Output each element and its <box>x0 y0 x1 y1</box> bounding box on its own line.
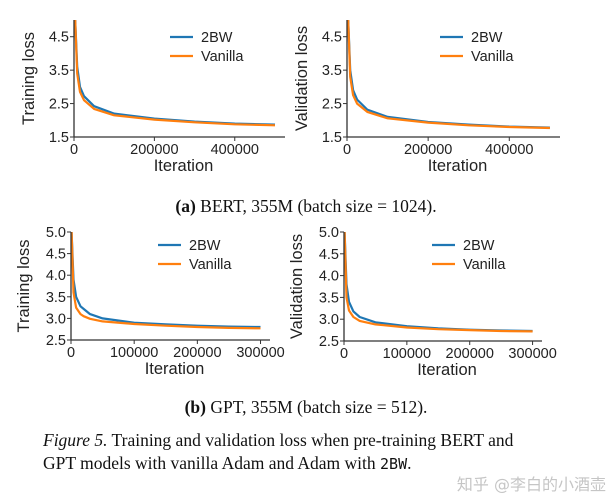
x-tick-label: 400000 <box>211 142 259 158</box>
caption-code: 2BW <box>380 455 408 473</box>
subcaption-a-text: BERT, 355M (batch size = 1024). <box>195 196 437 216</box>
y-tick-label: 5.0 <box>46 225 66 241</box>
x-axis-label: Iteration <box>428 157 488 175</box>
x-tick-label: 400000 <box>485 142 533 158</box>
y-axis-label: Training loss <box>15 240 33 333</box>
legend-label-vanilla: Vanilla <box>189 257 232 273</box>
caption-end: . <box>407 453 412 473</box>
y-tick-label: 2.5 <box>49 97 69 113</box>
series-line-vanilla <box>70 231 261 330</box>
x-tick-label: 300000 <box>236 345 284 361</box>
x-axis-label: Iteration <box>417 361 477 379</box>
series-line-vanilla <box>347 19 550 130</box>
legend-label-2bw: 2BW <box>189 238 221 254</box>
y-tick-label: 3.0 <box>319 312 339 328</box>
y-tick-label: 3.0 <box>46 311 66 327</box>
watermark: 知乎 @李白的小酒壶 <box>456 475 606 494</box>
subcaption-a: (a) BERT, 355M (batch size = 1024). <box>0 196 612 217</box>
y-tick-label: 3.5 <box>319 290 339 306</box>
series-line-2bw <box>343 231 533 333</box>
y-tick-label: 3.5 <box>49 63 69 79</box>
figure-caption-line2: GPT models with vanilla Adam and Adam wi… <box>43 453 411 474</box>
legend-label-2bw: 2BW <box>201 30 233 46</box>
y-tick-label: 4.5 <box>46 247 66 263</box>
y-tick-label: 3.5 <box>322 63 342 79</box>
figure-label: Figure 5. <box>43 430 108 450</box>
series-line-2bw <box>70 231 261 329</box>
x-tick-label: 300000 <box>508 346 556 362</box>
x-tick-label: 200000 <box>446 346 494 362</box>
caption-text-1: Training and validation loss when pre-tr… <box>107 430 514 450</box>
y-tick-label: 1.5 <box>49 130 69 146</box>
y-tick-label: 4.5 <box>319 247 339 263</box>
x-axis-label: Iteration <box>154 157 214 175</box>
y-tick-label: 3.5 <box>46 290 66 306</box>
y-axis-label: Validation loss <box>288 234 306 339</box>
legend-label-2bw: 2BW <box>463 238 495 254</box>
y-axis-label: Training loss <box>20 32 38 125</box>
figure-caption-line1: Figure 5. Training and validation loss w… <box>43 430 513 451</box>
x-tick-label: 100000 <box>110 345 158 361</box>
legend-label-vanilla: Vanilla <box>201 49 244 65</box>
legend-label-2bw: 2BW <box>471 30 503 46</box>
x-tick-label: 0 <box>340 346 348 362</box>
chart-3: 2.5 3.0 3.5 4.0 4.5 5.0 0 100000 200000 300000 Ite… <box>15 225 285 378</box>
y-tick-label: 2.5 <box>319 334 339 350</box>
subcaption-b: (b) GPT, 355M (batch size = 512). <box>0 397 612 418</box>
y-tick-label: 1.5 <box>322 130 342 146</box>
y-tick-label: 4.0 <box>46 268 66 284</box>
y-tick-label: 5.0 <box>319 225 339 241</box>
subcaption-a-label: (a) <box>175 196 196 216</box>
x-tick-label: 0 <box>343 142 351 158</box>
series-line-vanilla <box>74 19 276 127</box>
series-line-vanilla <box>343 231 533 333</box>
x-axis-label: Iteration <box>145 360 205 378</box>
caption-text-2: GPT models with vanilla Adam and Adam wi… <box>43 453 381 473</box>
x-tick-label: 100000 <box>383 346 431 362</box>
legend-label-vanilla: Vanilla <box>471 49 514 65</box>
y-axis-label: Validation loss <box>293 26 311 131</box>
x-tick-label: 200000 <box>404 142 452 158</box>
y-tick-label: 4.5 <box>322 30 342 46</box>
series-line-2bw <box>74 19 276 126</box>
x-tick-label: 0 <box>70 142 78 158</box>
subcaption-b-label: (b) <box>184 397 206 417</box>
y-tick-label: 2.5 <box>46 333 66 349</box>
y-tick-label: 4.0 <box>319 269 339 285</box>
subcaption-b-text: GPT, 355M (batch size = 512). <box>205 397 428 417</box>
y-tick-label: 4.5 <box>49 30 69 46</box>
x-tick-label: 200000 <box>130 142 178 158</box>
x-tick-label: 200000 <box>173 345 221 361</box>
x-tick-label: 0 <box>67 345 75 361</box>
legend-label-vanilla: Vanilla <box>463 257 506 273</box>
y-tick-label: 2.5 <box>322 97 342 113</box>
chart-4: 2.5 3.0 3.5 4.0 4.5 5.0 0 100000 200000 300000 Ite… <box>288 225 557 379</box>
